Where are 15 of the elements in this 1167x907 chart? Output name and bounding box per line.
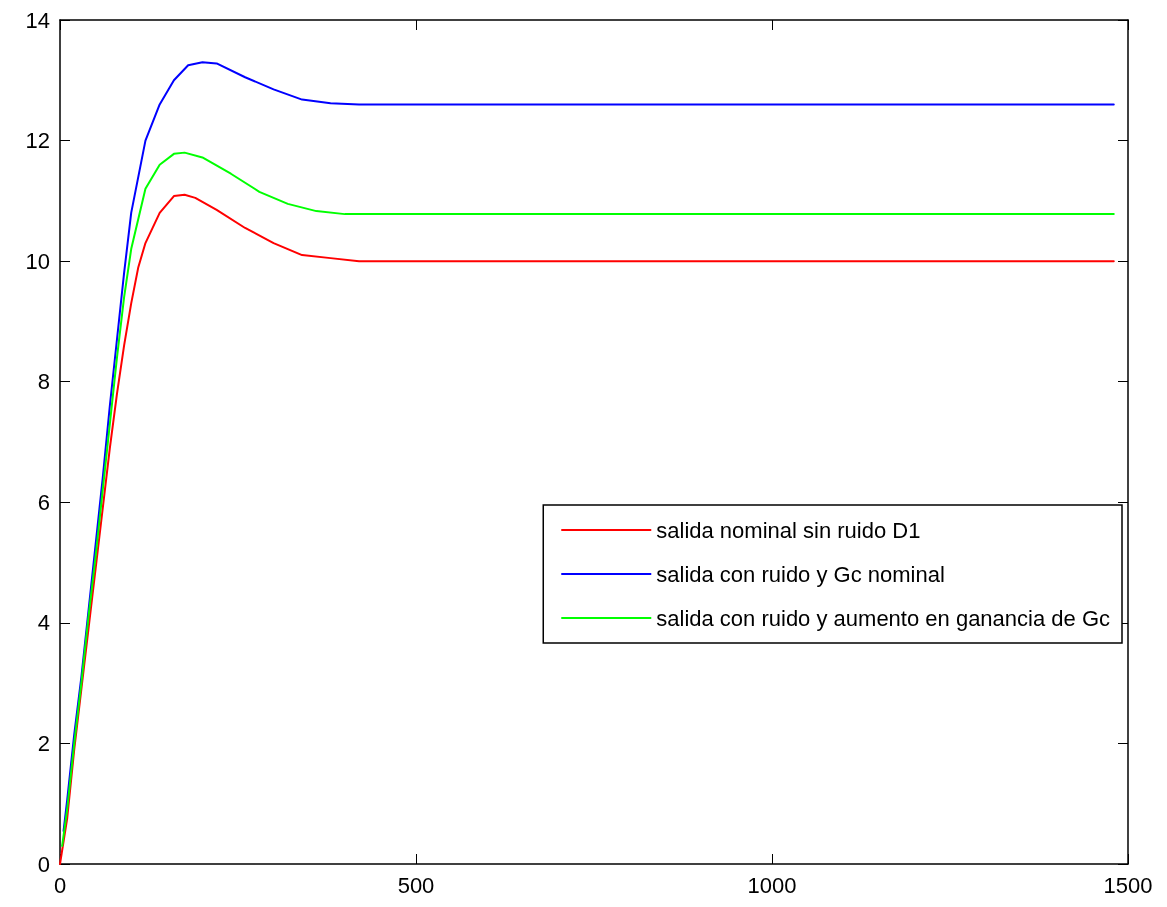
y-tick-label: 6 bbox=[37, 489, 50, 515]
y-tick-label: 14 bbox=[25, 7, 50, 33]
x-tick-label: 0 bbox=[53, 872, 67, 898]
x-tick-label: 1500 bbox=[1103, 872, 1153, 898]
x-tick-label: 500 bbox=[397, 872, 435, 898]
y-tick-label: 0 bbox=[37, 851, 50, 877]
y-tick-label: 8 bbox=[37, 369, 50, 395]
x-tick-label: 1000 bbox=[747, 872, 797, 898]
y-tick-label: 2 bbox=[37, 730, 50, 756]
legend-label: salida nominal sin ruido D1 bbox=[656, 517, 921, 543]
y-tick-label: 10 bbox=[25, 248, 50, 274]
legend-label: salida con ruido y aumento en ganancia de Gc bbox=[656, 605, 1111, 631]
legend-label: salida con ruido y Gc nominal bbox=[656, 561, 945, 587]
y-tick-label: 12 bbox=[25, 128, 50, 154]
y-tick-label: 4 bbox=[37, 610, 50, 636]
